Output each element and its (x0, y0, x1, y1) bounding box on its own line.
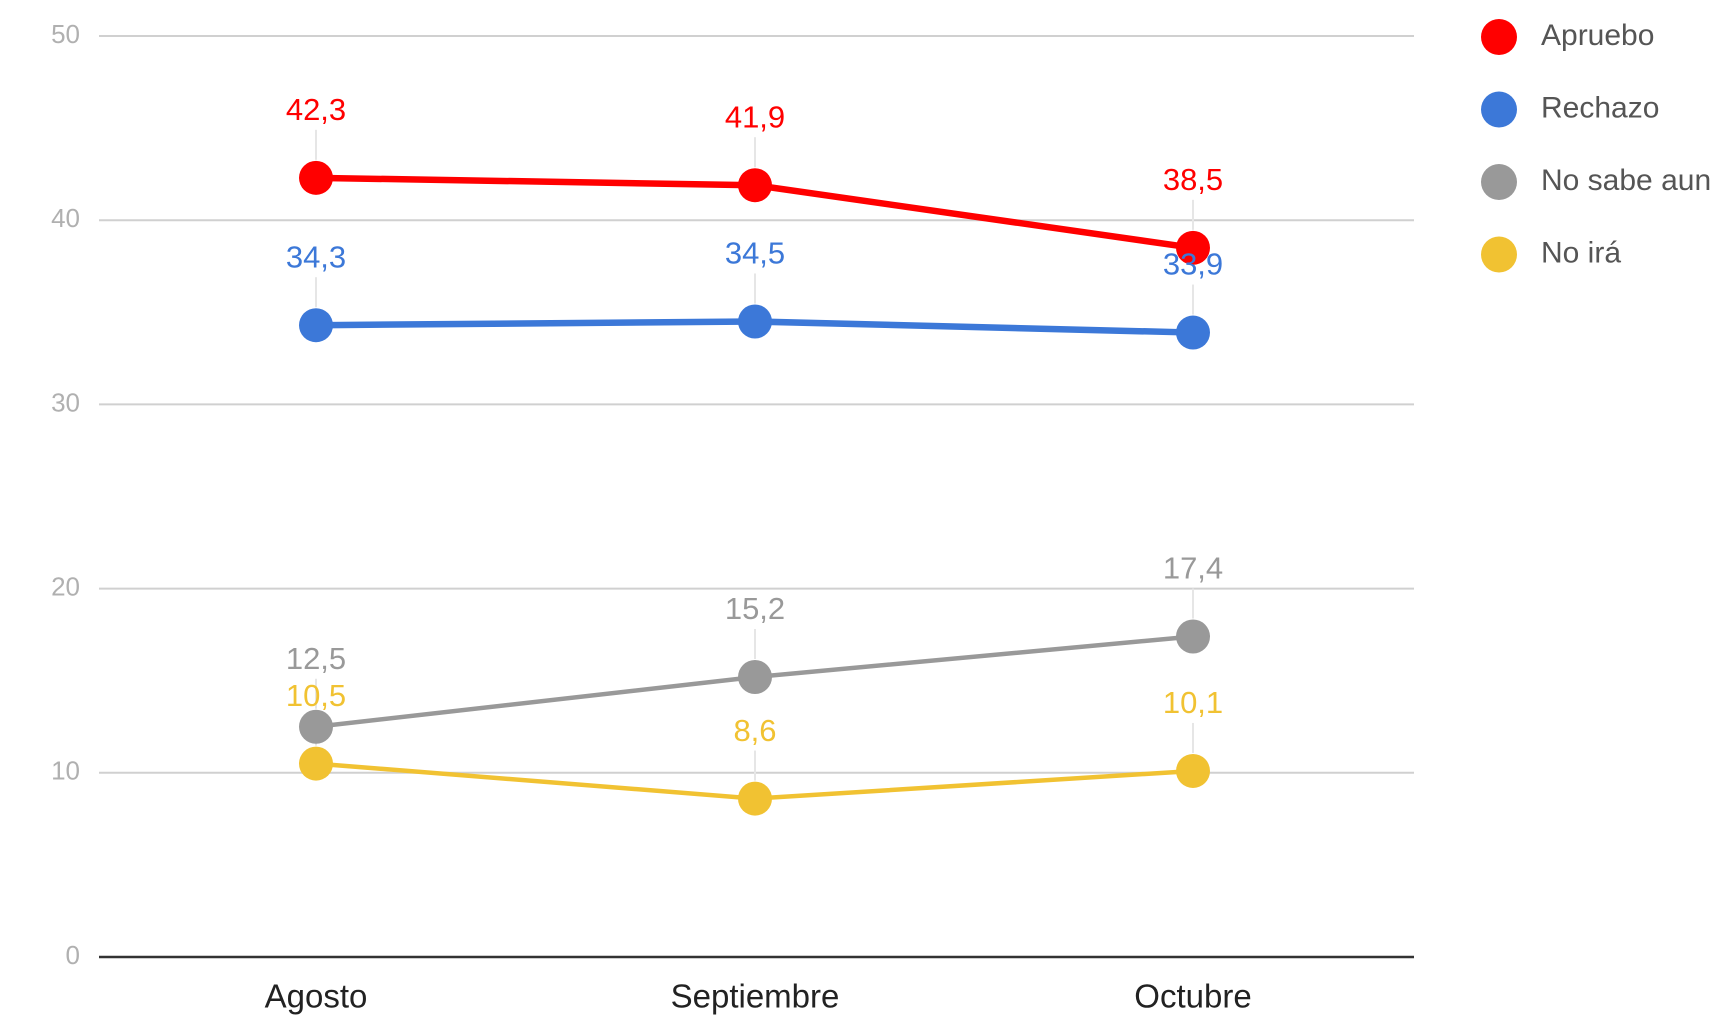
data-label: 12,5 (286, 641, 346, 676)
legend-label: No sabe aun (1541, 164, 1711, 197)
data-label: 8,6 (733, 713, 776, 748)
point (1176, 230, 1210, 265)
data-label: 10,1 (1163, 685, 1223, 720)
point (299, 709, 333, 744)
point (1176, 753, 1210, 788)
data-label: 41,9 (725, 99, 785, 134)
data-label: 42,3 (286, 92, 346, 127)
x-tick-label: Octubre (1134, 978, 1251, 1015)
point (299, 160, 333, 195)
legend-swatch (1481, 164, 1517, 200)
x-tick-label: Agosto (265, 978, 368, 1015)
y-tick-label: 30 (51, 387, 80, 417)
legend-swatch (1481, 91, 1517, 128)
y-tick-label: 40 (51, 203, 80, 233)
point (738, 304, 772, 339)
legend-label: Apruebo (1541, 19, 1654, 52)
y-tick-label: 10 (51, 756, 80, 786)
data-label: 34,3 (286, 239, 346, 274)
data-label: 33,9 (1163, 247, 1223, 282)
legend-label: No irá (1541, 236, 1621, 269)
data-label: 17,4 (1163, 551, 1223, 586)
data-label: 34,5 (725, 236, 785, 271)
y-tick-label: 20 (51, 571, 80, 601)
data-label: 15,2 (725, 591, 785, 626)
x-tick-label: Septiembre (671, 978, 840, 1015)
point (738, 781, 772, 816)
y-tick-label: 50 (51, 19, 80, 49)
legend-swatch (1481, 19, 1517, 55)
data-label: 10,5 (286, 678, 346, 713)
point (738, 168, 772, 203)
point (738, 660, 772, 695)
point (1176, 315, 1210, 350)
point (1176, 619, 1210, 654)
point (299, 308, 333, 343)
data-label: 38,5 (1163, 162, 1223, 197)
legend-label: Rechazo (1541, 91, 1659, 124)
y-tick-label: 0 (66, 940, 80, 970)
legend-swatch (1481, 236, 1517, 273)
point (299, 746, 333, 781)
